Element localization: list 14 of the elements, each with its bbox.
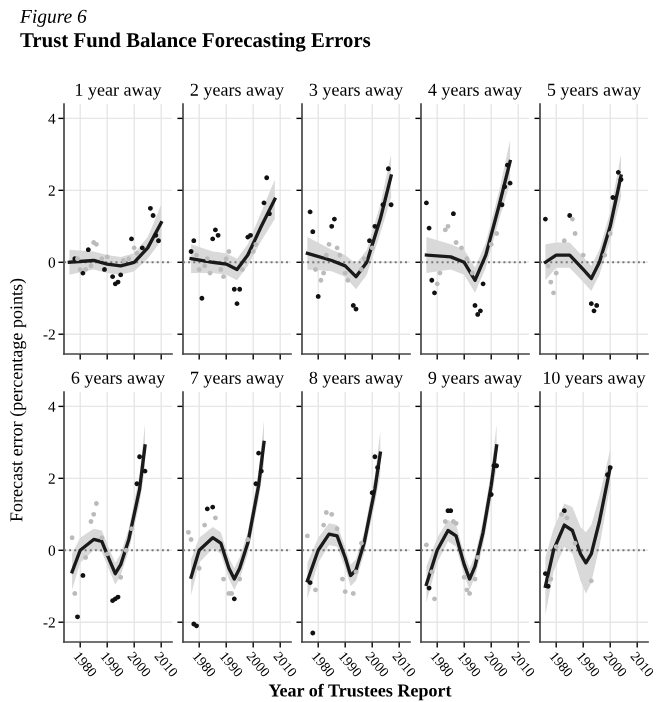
caption: Figure 6 [19,9,87,27]
chart-title: 8 years away [309,371,404,388]
chart-title: 7 years away [191,371,285,388]
chart-title: 2 years away [190,83,285,100]
chart-title: 1 year away [75,83,162,100]
chart-title: 6 years away [71,371,166,388]
chart-title: 5 years away [547,83,642,100]
chart-title: 3 years away [309,83,404,100]
x-axis-title: Year of Trustees Report [268,683,452,701]
chart-title: 9 years away [428,371,523,388]
text: Trust Fund Balance Forecasting Errors [20,32,371,52]
chart-title: 10 years away [543,371,646,388]
chart-title: 4 years away [428,83,523,100]
y-axis-title: Forecast error (percentage points) [9,278,27,522]
